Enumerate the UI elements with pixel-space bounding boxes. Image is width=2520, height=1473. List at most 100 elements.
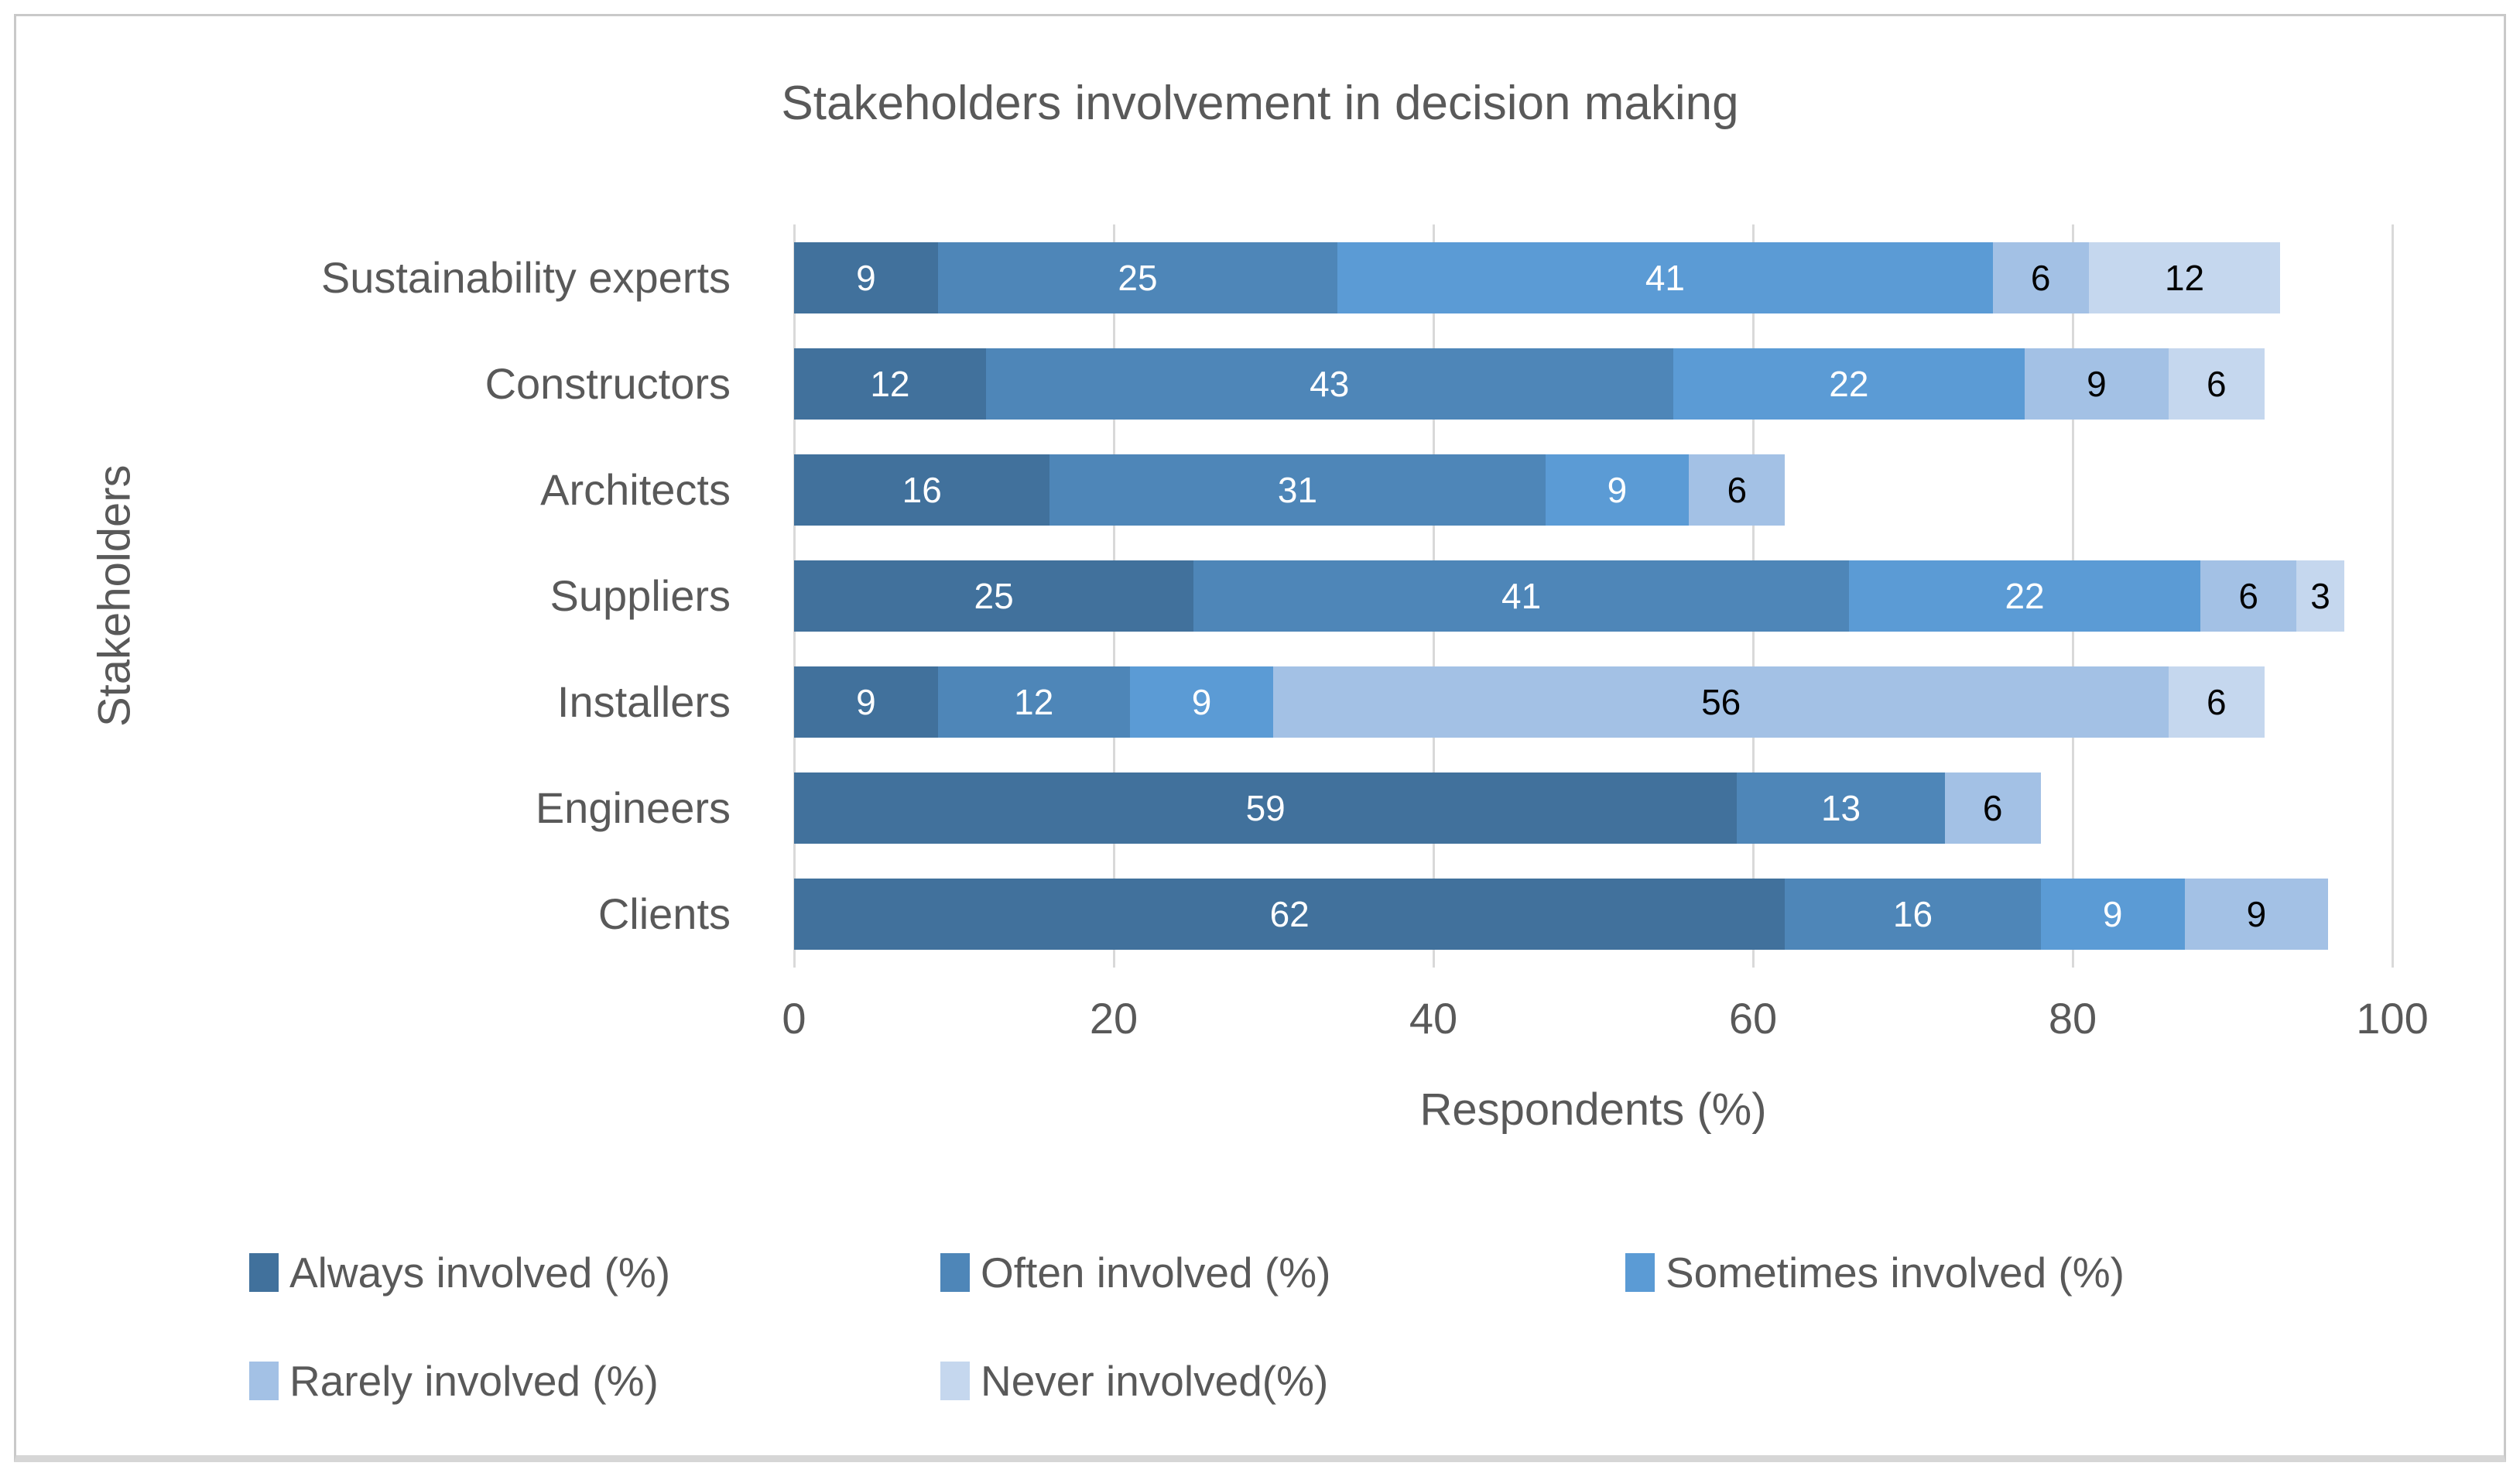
bar-value-label: 31 <box>1277 469 1318 510</box>
x-tick-label: 40 <box>1409 994 1458 1043</box>
x-axis-title: Respondents (%) <box>1419 1084 1767 1135</box>
legend-swatch <box>940 1362 970 1400</box>
bar-value-label: 6 <box>1727 469 1748 510</box>
bar-value-label: 16 <box>1892 894 1933 935</box>
legend-label: Rarely involved (%) <box>289 1357 659 1405</box>
bar-segment: 12 <box>794 348 986 420</box>
bar-value-label: 9 <box>2087 363 2107 404</box>
legend-item: Never involved(%) <box>940 1356 1625 1406</box>
bar-segment: 25 <box>794 560 1194 632</box>
x-tick-label: 0 <box>782 994 806 1043</box>
bar-value-label: 13 <box>1820 788 1861 829</box>
bar-segment: 22 <box>1848 560 2201 632</box>
category-labels: Sustainability experts Constructors Archit… <box>0 224 763 968</box>
x-tick-label: 60 <box>1728 994 1778 1043</box>
bar-value-label: 12 <box>2164 257 2205 298</box>
bar-segment: 9 <box>1129 666 1274 738</box>
legend-label: Sometimes involved (%) <box>1666 1249 2125 1297</box>
bar-segment: 31 <box>1049 454 1546 526</box>
bar-segment: 6 <box>1689 454 1786 526</box>
bar-value-label: 16 <box>902 469 942 510</box>
legend-swatch <box>249 1362 279 1400</box>
gridline <box>2391 224 2394 968</box>
bar-segment: 6 <box>2168 666 2265 738</box>
bar-segment: 12 <box>937 666 1130 738</box>
legend-swatch <box>940 1253 970 1292</box>
bar-value-label: 62 <box>1269 894 1310 935</box>
legend-item: Rarely involved (%) <box>249 1356 940 1406</box>
bar-value-label: 59 <box>1245 788 1286 829</box>
bar-value-label: 6 <box>2207 363 2227 404</box>
bar-segment: 12 <box>2088 242 2281 313</box>
bar-segment: 9 <box>794 242 938 313</box>
legend-label: Always involved (%) <box>289 1249 671 1297</box>
bar-segment: 9 <box>2040 879 2185 951</box>
legend-item: Always involved (%) <box>249 1248 940 1297</box>
x-tick-label: 80 <box>2048 994 2097 1043</box>
bar-segment: 6 <box>2168 348 2265 420</box>
bar-value-label: 9 <box>1607 469 1628 510</box>
category-label: Suppliers <box>550 571 731 620</box>
legend-label: Never involved(%) <box>981 1357 1329 1405</box>
bar-row: 9 12 9 56 6 <box>794 666 2392 738</box>
legend-item: Sometimes involved (%) <box>1625 1248 2385 1297</box>
bar-row: 25 41 22 6 3 <box>794 560 2392 632</box>
bar-segment: 22 <box>1673 348 2025 420</box>
bar-segment: 16 <box>1785 879 2041 951</box>
x-tick-label: 100 <box>2356 994 2429 1043</box>
bar-value-label: 25 <box>1118 257 1158 298</box>
bar-segment: 9 <box>2025 348 2169 420</box>
x-tick-label: 20 <box>1089 994 1138 1043</box>
bar-value-label: 6 <box>2030 257 2051 298</box>
bar-segment: 6 <box>2200 560 2297 632</box>
category-label: Engineers <box>535 783 731 833</box>
bar-segment: 16 <box>794 454 1050 526</box>
plot-area: 9 25 41 6 12 12 43 22 9 6 16 31 9 6 25 41 22 6 3 9 12 9 56 6 59 1… <box>793 224 2394 968</box>
bar-segment: 6 <box>1944 772 2041 844</box>
bar-value-label: 6 <box>1982 788 2003 829</box>
category-label: Installers <box>556 677 731 727</box>
bar-row: 9 25 41 6 12 <box>794 242 2392 313</box>
bar-segment: 56 <box>1273 666 2169 738</box>
legend-item: Often involved (%) <box>940 1248 1625 1297</box>
bar-value-label: 12 <box>1014 682 1054 723</box>
legend: Always involved (%) Often involved (%) Som… <box>249 1248 2385 1406</box>
bar-value-label: 41 <box>1645 257 1685 298</box>
chart-title: Stakeholders involvement in decision mak… <box>781 77 1739 130</box>
bar-segment: 25 <box>937 242 1338 313</box>
bar-value-label: 9 <box>2102 894 2123 935</box>
category-label: Sustainability experts <box>320 252 731 302</box>
legend-swatch <box>1625 1253 1655 1292</box>
bar-value-label: 9 <box>1191 682 1212 723</box>
bar-value-label: 22 <box>1829 363 1869 404</box>
bar-segment: 6 <box>1992 242 2089 313</box>
bar-value-label: 12 <box>870 363 910 404</box>
legend-label: Often involved (%) <box>981 1249 1331 1297</box>
category-label: Constructors <box>484 358 731 408</box>
bar-segment: 59 <box>794 772 1738 844</box>
bar-value-label: 41 <box>1501 576 1542 616</box>
bar-value-label: 3 <box>2310 576 2330 616</box>
bar-value-label: 6 <box>2238 576 2258 616</box>
bar-value-label: 22 <box>2005 576 2045 616</box>
bar-row: 12 43 22 9 6 <box>794 348 2392 420</box>
bar-segment: 3 <box>2296 560 2345 632</box>
bar-row: 59 13 6 <box>794 772 2392 844</box>
bar-value-label: 6 <box>2207 682 2227 723</box>
bar-row: 16 31 9 6 <box>794 454 2392 526</box>
bar-segment: 43 <box>985 348 1673 420</box>
legend-swatch <box>249 1253 279 1292</box>
bar-segment: 13 <box>1737 772 1945 844</box>
bar-segment: 62 <box>794 879 1786 951</box>
bar-segment: 9 <box>794 666 938 738</box>
bar-value-label: 56 <box>1701 682 1741 723</box>
bar-value-label: 9 <box>856 682 876 723</box>
bar-segment: 9 <box>2184 879 2329 951</box>
bar-segment: 41 <box>1193 560 1849 632</box>
bar-segment: 9 <box>1545 454 1690 526</box>
bar-value-label: 43 <box>1310 363 1350 404</box>
bar-value-label: 9 <box>856 257 876 298</box>
bar-value-label: 25 <box>974 576 1014 616</box>
x-axis-ticks: 0 20 40 60 80 100 <box>782 993 2428 1047</box>
